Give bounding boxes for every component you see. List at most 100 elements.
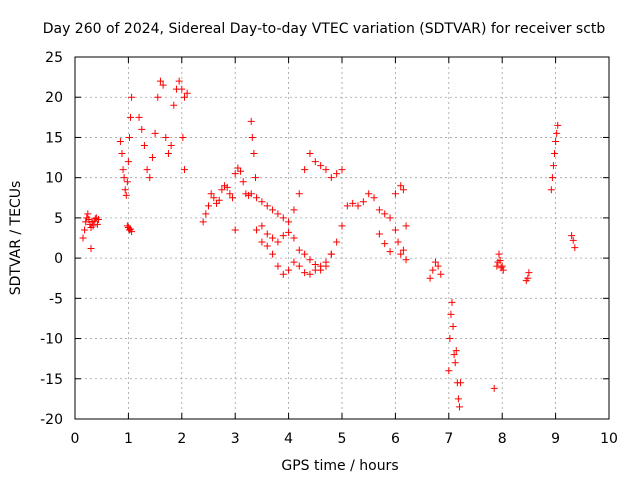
data-point <box>116 137 124 145</box>
data-point <box>552 137 560 145</box>
data-point <box>386 214 394 222</box>
data-point <box>445 367 453 375</box>
data-point <box>274 262 282 270</box>
data-point <box>247 117 255 125</box>
x-tick-label: 0 <box>71 431 80 447</box>
y-tick-label: 20 <box>45 90 63 106</box>
data-point <box>322 166 330 174</box>
y-tick-label: -15 <box>40 372 63 388</box>
data-point <box>175 77 183 85</box>
data-point <box>295 190 303 198</box>
data-point <box>140 141 148 149</box>
data-point <box>402 256 410 264</box>
data-point <box>457 379 465 387</box>
data-point <box>338 222 346 230</box>
y-tick-label: 10 <box>45 171 63 187</box>
data-point <box>123 222 131 230</box>
data-point <box>263 202 271 210</box>
data-point <box>333 170 341 178</box>
data-point <box>210 194 218 202</box>
data-point <box>258 198 266 206</box>
data-point <box>349 199 357 207</box>
data-point <box>123 178 131 186</box>
x-tick-label: 10 <box>600 431 618 447</box>
data-point <box>454 395 462 403</box>
data-point <box>381 240 389 248</box>
x-tick-label: 4 <box>284 431 293 447</box>
data-point <box>239 178 247 186</box>
data-point <box>343 202 351 210</box>
data-point <box>301 250 309 258</box>
x-tick-label: 3 <box>231 431 240 447</box>
data-point <box>162 133 170 141</box>
data-point <box>218 186 226 194</box>
data-point <box>154 93 162 101</box>
y-tick-label: -10 <box>40 332 63 348</box>
data-point <box>375 230 383 238</box>
data-point <box>399 246 407 254</box>
data-point <box>548 174 556 182</box>
data-point <box>247 190 255 198</box>
data-point <box>397 182 405 190</box>
data-point <box>94 215 102 223</box>
data-point <box>251 174 259 182</box>
data-point <box>381 210 389 218</box>
data-point <box>426 274 434 282</box>
data-point <box>290 206 298 214</box>
data-point <box>122 191 130 199</box>
data-point <box>180 93 188 101</box>
data-point <box>285 266 293 274</box>
data-point <box>449 322 457 330</box>
data-point <box>429 266 437 274</box>
data-point <box>170 101 178 109</box>
grid <box>75 57 609 419</box>
data-point <box>274 210 282 218</box>
data-point <box>124 158 132 166</box>
data-point <box>402 222 410 230</box>
data-point <box>375 206 383 214</box>
data-point <box>394 238 402 246</box>
data-point <box>120 174 128 182</box>
data-point <box>258 222 266 230</box>
data-point <box>568 232 576 240</box>
data-point <box>495 250 503 258</box>
data-point <box>148 154 156 162</box>
x-tick-label: 6 <box>391 431 400 447</box>
data-point <box>199 218 207 226</box>
data-point <box>79 234 87 242</box>
data-point <box>327 250 335 258</box>
data-point <box>263 242 271 250</box>
data-point <box>365 190 373 198</box>
data-point <box>279 232 287 240</box>
data-point <box>253 226 261 234</box>
data-point <box>386 248 394 256</box>
data-point <box>183 89 191 97</box>
data-point <box>354 202 362 210</box>
data-point <box>450 351 458 359</box>
data-point <box>306 150 314 158</box>
data-point <box>397 250 405 258</box>
data-point <box>499 266 507 274</box>
data-point <box>524 274 532 282</box>
data-point <box>135 113 143 121</box>
data-point <box>525 269 533 277</box>
y-tick-label: 25 <box>45 50 63 66</box>
data-point <box>437 270 445 278</box>
data-point <box>279 214 287 222</box>
data-point <box>301 166 309 174</box>
data-point <box>231 170 239 178</box>
data-point <box>569 236 577 244</box>
data-point <box>322 258 330 266</box>
data-point <box>128 228 136 236</box>
data-point <box>215 196 223 204</box>
data-point <box>202 210 210 218</box>
data-point <box>285 218 293 226</box>
data-point <box>121 186 129 194</box>
data-point <box>151 129 159 137</box>
y-tick-label: 15 <box>45 130 63 146</box>
data-point <box>359 198 367 206</box>
x-tick-label: 8 <box>498 431 507 447</box>
y-tick-label: 0 <box>54 251 63 267</box>
data-point <box>455 403 463 411</box>
